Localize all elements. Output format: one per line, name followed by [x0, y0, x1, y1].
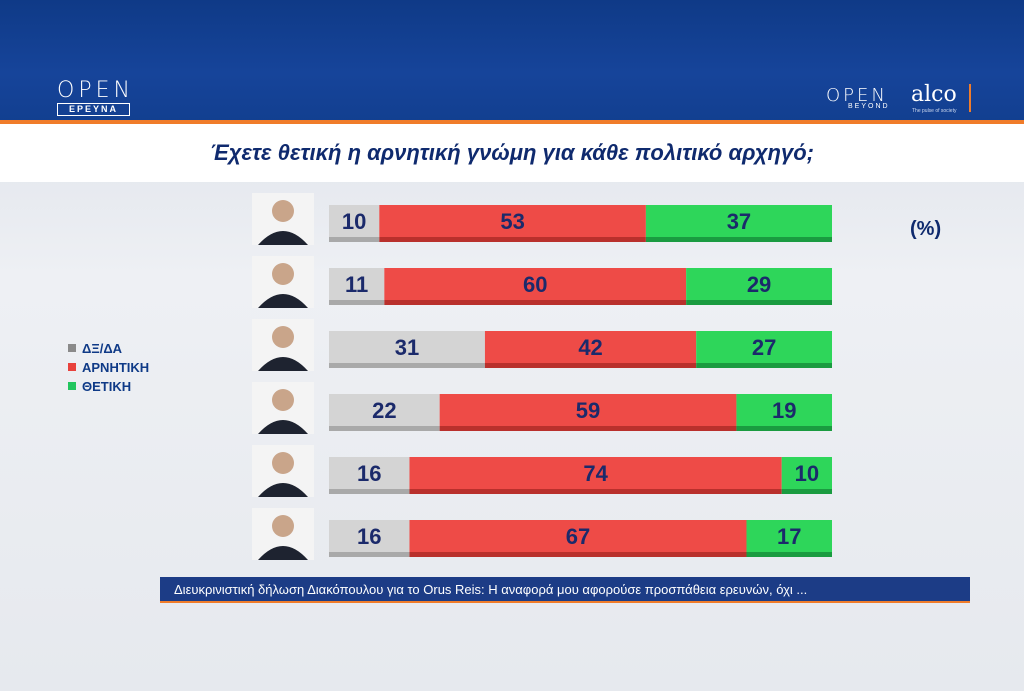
- bar-shade-negative-6: [409, 552, 747, 557]
- bar-positive-1: [645, 205, 832, 237]
- bar-shade-negative-3: [484, 363, 697, 368]
- value-label-positive-5: 10: [795, 461, 819, 486]
- bar-shade-negative-4: [439, 426, 737, 431]
- header-accent-line: [0, 120, 1024, 124]
- value-label-positive-4: 19: [772, 398, 796, 423]
- leader-photo-head-1: [272, 200, 294, 222]
- legend-swatch-positive: [68, 382, 76, 390]
- bar-negative-5: [409, 457, 782, 489]
- legend-item-positive: ΘΕΤΙΚΗ: [68, 378, 131, 394]
- bar-shade-positive-4: [736, 426, 832, 431]
- bar-dxda-5: [329, 457, 410, 489]
- value-label-positive-6: 17: [777, 524, 801, 549]
- bar-positive-2: [686, 268, 832, 300]
- bar-shade-negative-1: [379, 237, 646, 242]
- leader-photo-body-5: [258, 483, 308, 497]
- open-logo: OPEN: [57, 78, 134, 103]
- bar-dxda-2: [329, 268, 385, 300]
- bar-shade-dxda-3: [329, 363, 485, 368]
- bar-positive-4: [736, 394, 832, 426]
- value-label-positive-3: 27: [752, 335, 776, 360]
- value-label-negative-4: 59: [576, 398, 600, 423]
- header-bar: [0, 0, 1024, 122]
- value-label-dxda-3: 31: [395, 335, 419, 360]
- bar-shade-dxda-4: [329, 426, 440, 431]
- legend-item-negative: ΑΡΝΗΤΙΚΗ: [68, 359, 149, 375]
- legend-label-negative: ΑΡΝΗΤΙΚΗ: [82, 359, 150, 375]
- legend-item-dxda: ΔΞ/ΔΑ: [68, 340, 122, 356]
- value-label-dxda-1: 10: [342, 209, 366, 234]
- value-label-negative-2: 60: [523, 272, 547, 297]
- bar-shade-positive-3: [696, 363, 832, 368]
- title-band: [0, 124, 1024, 182]
- value-label-negative-3: 42: [578, 335, 602, 360]
- leader-photo-head-5: [272, 452, 294, 474]
- chart-title: Έχετε θετική η αρνητική γνώμη για κάθε π…: [210, 140, 814, 165]
- legend-swatch-dxda: [68, 344, 76, 352]
- bar-shade-negative-2: [384, 300, 687, 305]
- bar-negative-6: [409, 520, 747, 552]
- bar-negative-3: [484, 331, 697, 363]
- open-beyond-logo-subtitle: BEYOND: [848, 103, 890, 110]
- legend-swatch-negative: [68, 363, 76, 371]
- value-label-negative-6: 67: [566, 524, 590, 549]
- unit-label: (%): [910, 218, 942, 240]
- bar-negative-1: [379, 205, 646, 237]
- bar-shade-negative-5: [409, 489, 782, 494]
- bar-shade-positive-6: [746, 552, 832, 557]
- open-logo-subtitle: ΕΡΕΥΝΑ: [57, 103, 130, 116]
- leader-photo-head-3: [272, 326, 294, 348]
- leader-photo-head-6: [272, 515, 294, 537]
- leader-photo-head-4: [272, 389, 294, 411]
- leader-photo-body-1: [258, 231, 308, 245]
- news-ticker: Διευκρινιστική δήλωση Διακόπουλου για το…: [160, 577, 970, 603]
- legend-label-dxda: ΔΞ/ΔΑ: [82, 340, 123, 356]
- bar-dxda-6: [329, 520, 410, 552]
- alco-logo-tagline: The pulse of society: [912, 108, 957, 114]
- leader-photo-body-6: [258, 546, 308, 560]
- leader-photo-body-4: [258, 420, 308, 434]
- value-label-negative-5: 74: [583, 461, 608, 486]
- alco-logo: alco: [911, 82, 957, 107]
- value-label-positive-2: 29: [747, 272, 771, 297]
- bar-positive-5: [781, 457, 832, 489]
- bar-shade-positive-5: [781, 489, 832, 494]
- leader-photo-body-3: [258, 357, 308, 371]
- bar-shade-positive-2: [686, 300, 832, 305]
- bar-positive-6: [746, 520, 832, 552]
- value-label-dxda-5: 16: [357, 461, 381, 486]
- bar-dxda-1: [329, 205, 380, 237]
- alco-logo-bar: [969, 84, 971, 112]
- bar-shade-positive-1: [645, 237, 832, 242]
- bar-shade-dxda-2: [329, 300, 385, 305]
- bar-negative-4: [439, 394, 737, 426]
- legend-label-positive: ΘΕΤΙΚΗ: [82, 378, 132, 394]
- bar-shade-dxda-1: [329, 237, 380, 242]
- bar-dxda-3: [329, 331, 485, 363]
- value-label-dxda-4: 22: [372, 398, 396, 423]
- bar-negative-2: [384, 268, 687, 300]
- leader-photo-head-2: [272, 263, 294, 285]
- bar-positive-3: [696, 331, 832, 363]
- value-label-positive-1: 37: [727, 209, 751, 234]
- value-label-negative-1: 53: [500, 209, 524, 234]
- bar-shade-dxda-6: [329, 552, 410, 557]
- value-label-dxda-2: 11: [345, 272, 368, 297]
- open-beyond-logo: OPEN: [826, 85, 888, 106]
- leader-photo-body-2: [258, 294, 308, 308]
- bar-dxda-4: [329, 394, 440, 426]
- value-label-dxda-6: 16: [357, 524, 381, 549]
- bar-shade-dxda-5: [329, 489, 410, 494]
